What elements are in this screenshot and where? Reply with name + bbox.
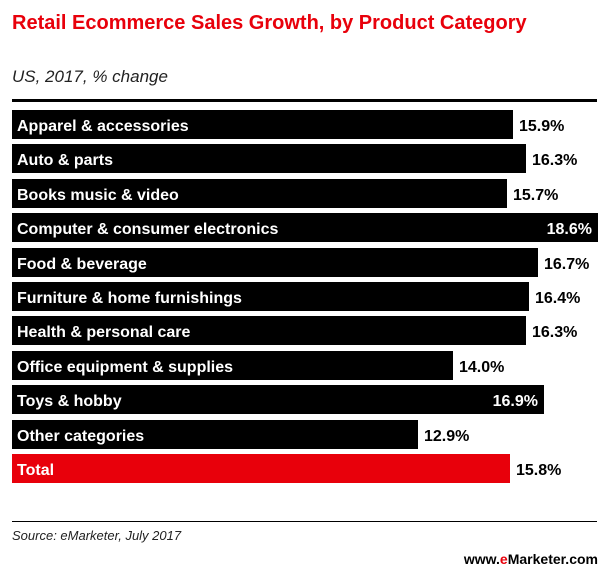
bar-7 xyxy=(12,351,453,380)
value-label: 16.7% xyxy=(544,256,589,273)
category-label: Office equipment & supplies xyxy=(17,359,233,376)
bar-0 xyxy=(12,110,513,139)
category-label: Health & personal care xyxy=(17,324,191,341)
chart-subtitle: US, 2017, % change xyxy=(12,67,168,86)
category-label: Books music & video xyxy=(17,187,179,204)
chart-title: Retail Ecommerce Sales Growth, by Produc… xyxy=(12,12,527,34)
brand-name: Marketer.com xyxy=(507,551,598,567)
value-label: 15.9% xyxy=(519,118,564,135)
bar-1 xyxy=(12,144,526,173)
brand-prefix: www. xyxy=(463,551,500,567)
category-label: Furniture & home furnishings xyxy=(17,290,242,307)
category-label: Computer & consumer electronics xyxy=(17,221,279,238)
value-label: 16.9% xyxy=(493,393,538,410)
bar-9 xyxy=(12,420,418,449)
value-label: 15.8% xyxy=(516,462,561,479)
category-label: Toys & hobby xyxy=(17,393,122,410)
category-label: Auto & parts xyxy=(17,152,113,169)
value-label: 15.7% xyxy=(513,187,558,204)
bar-3 xyxy=(12,213,598,242)
category-label: Food & beverage xyxy=(17,256,147,273)
bar-6 xyxy=(12,316,526,345)
category-label: Apparel & accessories xyxy=(17,118,189,135)
bar-5 xyxy=(12,282,529,311)
category-label: Other categories xyxy=(17,428,144,445)
value-label: 16.4% xyxy=(535,290,580,307)
top-divider xyxy=(12,99,597,102)
brand-e: e xyxy=(499,551,508,567)
bar-4 xyxy=(12,248,538,277)
bar-10 xyxy=(12,454,510,483)
source-note: Source: eMarketer, July 2017 xyxy=(12,528,182,543)
category-label: Total xyxy=(17,462,54,479)
value-label: 12.9% xyxy=(424,428,469,445)
bar-2 xyxy=(12,179,507,208)
bar-8 xyxy=(12,385,544,414)
value-label: 14.0% xyxy=(459,359,504,376)
value-label: 16.3% xyxy=(532,152,577,169)
value-label: 18.6% xyxy=(547,221,592,238)
bottom-divider xyxy=(12,521,597,522)
brand-footer: www.eMarketer.com xyxy=(464,551,598,567)
value-label: 16.3% xyxy=(532,324,577,341)
